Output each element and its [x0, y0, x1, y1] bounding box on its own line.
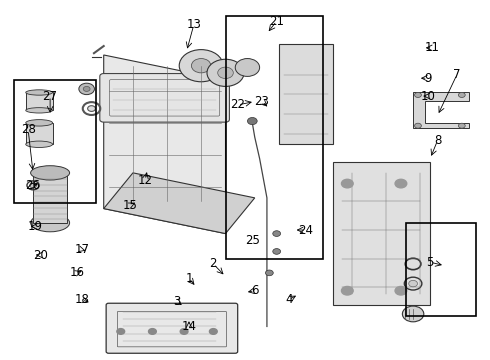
- Ellipse shape: [30, 214, 70, 232]
- Ellipse shape: [26, 141, 52, 148]
- Circle shape: [209, 329, 217, 334]
- Ellipse shape: [30, 166, 70, 180]
- Circle shape: [342, 179, 353, 188]
- Bar: [14, 80, 97, 203]
- Circle shape: [79, 83, 95, 95]
- Circle shape: [395, 179, 407, 188]
- Ellipse shape: [26, 120, 52, 126]
- Text: 24: 24: [298, 224, 314, 237]
- Text: 9: 9: [424, 72, 432, 85]
- Text: 6: 6: [251, 284, 259, 297]
- Polygon shape: [333, 162, 430, 305]
- Text: 11: 11: [425, 41, 440, 54]
- Text: 19: 19: [28, 220, 43, 233]
- Text: 14: 14: [181, 320, 196, 333]
- Text: 17: 17: [74, 243, 89, 256]
- Circle shape: [247, 117, 257, 125]
- Circle shape: [266, 270, 273, 276]
- Circle shape: [415, 123, 421, 128]
- Text: 22: 22: [230, 99, 245, 112]
- Circle shape: [88, 106, 96, 111]
- Text: 2: 2: [210, 257, 217, 270]
- Text: 28: 28: [21, 123, 36, 136]
- Text: 20: 20: [33, 248, 48, 261]
- Circle shape: [459, 93, 465, 98]
- Circle shape: [402, 306, 424, 322]
- Text: 13: 13: [186, 18, 201, 31]
- Text: 21: 21: [269, 14, 284, 27]
- Polygon shape: [279, 44, 333, 144]
- Text: 4: 4: [285, 293, 293, 306]
- Text: 3: 3: [173, 295, 180, 308]
- Circle shape: [180, 329, 188, 334]
- Polygon shape: [104, 55, 225, 234]
- Polygon shape: [26, 93, 52, 111]
- Ellipse shape: [26, 90, 52, 95]
- Circle shape: [192, 59, 211, 73]
- Text: 23: 23: [255, 95, 270, 108]
- Text: 7: 7: [453, 68, 461, 81]
- Text: 18: 18: [74, 293, 89, 306]
- Circle shape: [207, 59, 244, 86]
- Circle shape: [409, 280, 417, 287]
- Polygon shape: [26, 123, 52, 144]
- Circle shape: [273, 231, 281, 237]
- Circle shape: [459, 123, 465, 128]
- Circle shape: [117, 329, 124, 334]
- Polygon shape: [413, 93, 469, 128]
- Ellipse shape: [26, 108, 52, 113]
- Polygon shape: [104, 173, 255, 234]
- Circle shape: [235, 59, 260, 76]
- Text: 26: 26: [25, 179, 41, 192]
- Ellipse shape: [30, 183, 36, 188]
- Circle shape: [83, 86, 90, 91]
- Polygon shape: [33, 173, 67, 223]
- Circle shape: [273, 249, 281, 254]
- Circle shape: [342, 287, 353, 295]
- Text: 12: 12: [138, 174, 152, 186]
- Text: 10: 10: [420, 90, 435, 103]
- Text: 27: 27: [43, 90, 58, 103]
- Text: 5: 5: [426, 256, 434, 269]
- Circle shape: [395, 287, 407, 295]
- FancyBboxPatch shape: [106, 303, 238, 353]
- Circle shape: [415, 93, 421, 98]
- Text: 25: 25: [245, 234, 260, 247]
- Circle shape: [179, 50, 223, 82]
- Text: 8: 8: [434, 134, 441, 147]
- FancyBboxPatch shape: [100, 73, 229, 122]
- Bar: [406, 223, 476, 316]
- Text: 15: 15: [123, 198, 138, 212]
- Bar: [225, 16, 323, 258]
- Text: 16: 16: [70, 266, 84, 279]
- Text: 1: 1: [185, 272, 193, 285]
- Circle shape: [218, 67, 233, 78]
- Circle shape: [148, 329, 156, 334]
